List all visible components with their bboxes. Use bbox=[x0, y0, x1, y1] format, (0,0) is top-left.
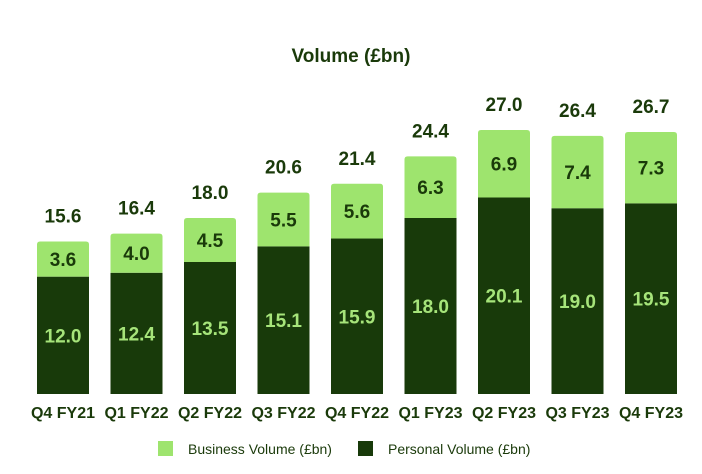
x-tick-label-5: Q1 FY23 bbox=[398, 405, 462, 422]
bar-business-8 bbox=[625, 131, 677, 204]
label-total-2: 18.0 bbox=[192, 183, 229, 204]
bar-personal-8 bbox=[625, 203, 677, 394]
label-personal-1: 12.4 bbox=[118, 324, 155, 345]
label-total-0: 15.6 bbox=[45, 206, 82, 227]
x-tick-label-4: Q4 FY22 bbox=[325, 405, 389, 422]
label-personal-5: 18.0 bbox=[412, 297, 449, 318]
label-business-3: 5.5 bbox=[270, 210, 297, 231]
label-business-1: 4.0 bbox=[123, 244, 149, 265]
bar-business-6 bbox=[478, 130, 530, 198]
label-total-4: 21.4 bbox=[339, 149, 376, 170]
bar-business-3 bbox=[257, 192, 310, 247]
label-personal-8: 19.5 bbox=[633, 290, 670, 311]
label-total-6: 27.0 bbox=[486, 95, 523, 116]
bar-personal-6 bbox=[478, 197, 530, 394]
bar-personal-3 bbox=[257, 246, 310, 394]
bar-personal-4 bbox=[331, 238, 383, 394]
label-total-3: 20.6 bbox=[265, 158, 302, 179]
legend-swatch-business bbox=[158, 441, 173, 456]
label-personal-7: 19.0 bbox=[559, 292, 596, 313]
label-business-2: 4.5 bbox=[197, 231, 224, 252]
legend-label-business: Business Volume (£bn) bbox=[188, 441, 332, 457]
label-business-4: 5.6 bbox=[344, 202, 370, 223]
label-business-5: 6.3 bbox=[417, 178, 443, 199]
bar-business-7 bbox=[551, 135, 604, 209]
label-total-8: 26.7 bbox=[633, 97, 670, 118]
bar-personal-0 bbox=[37, 276, 89, 394]
legend: Business Volume (£bn) Personal Volume (£… bbox=[158, 441, 530, 457]
legend-swatch-personal bbox=[358, 441, 373, 456]
x-tick-label-6: Q2 FY23 bbox=[472, 405, 536, 422]
x-tick-label-1: Q1 FY22 bbox=[104, 405, 168, 422]
bar-business-5 bbox=[404, 156, 457, 218]
bar-business-1 bbox=[110, 233, 163, 273]
bar-personal-2 bbox=[184, 262, 236, 394]
bar-personal-7 bbox=[551, 208, 604, 394]
label-total-7: 26.4 bbox=[559, 101, 596, 122]
bar-business-2 bbox=[184, 218, 236, 262]
label-personal-3: 15.1 bbox=[265, 311, 302, 332]
bar-business-4 bbox=[331, 183, 383, 239]
x-tick-label-0: Q4 FY21 bbox=[31, 405, 95, 422]
label-total-5: 24.4 bbox=[412, 121, 449, 142]
x-tick-label-3: Q3 FY22 bbox=[251, 405, 315, 422]
label-business-0: 3.6 bbox=[50, 250, 76, 271]
x-tick-label-2: Q2 FY22 bbox=[178, 405, 242, 422]
label-personal-4: 15.9 bbox=[339, 307, 376, 328]
chart-title: Volume (£bn) bbox=[292, 46, 411, 67]
x-tick-label-7: Q3 FY23 bbox=[545, 405, 609, 422]
label-personal-2: 13.5 bbox=[192, 319, 229, 340]
bar-business-0 bbox=[37, 241, 89, 277]
label-business-8: 7.3 bbox=[638, 159, 664, 180]
bar-personal-1 bbox=[110, 272, 163, 394]
bars-group: 12.0 3.6 15.6 Q4 FY21 12.4 4.0 16.4 Q1 FY22 13.5… bbox=[31, 95, 683, 422]
x-tick-label-8: Q4 FY23 bbox=[619, 405, 683, 422]
label-business-6: 6.9 bbox=[491, 155, 517, 176]
label-personal-6: 20.1 bbox=[486, 287, 523, 308]
label-business-7: 7.4 bbox=[564, 163, 591, 184]
bar-personal-5 bbox=[404, 218, 457, 394]
label-personal-0: 12.0 bbox=[45, 326, 82, 347]
legend-label-personal: Personal Volume (£bn) bbox=[388, 441, 530, 457]
label-total-1: 16.4 bbox=[118, 199, 155, 220]
